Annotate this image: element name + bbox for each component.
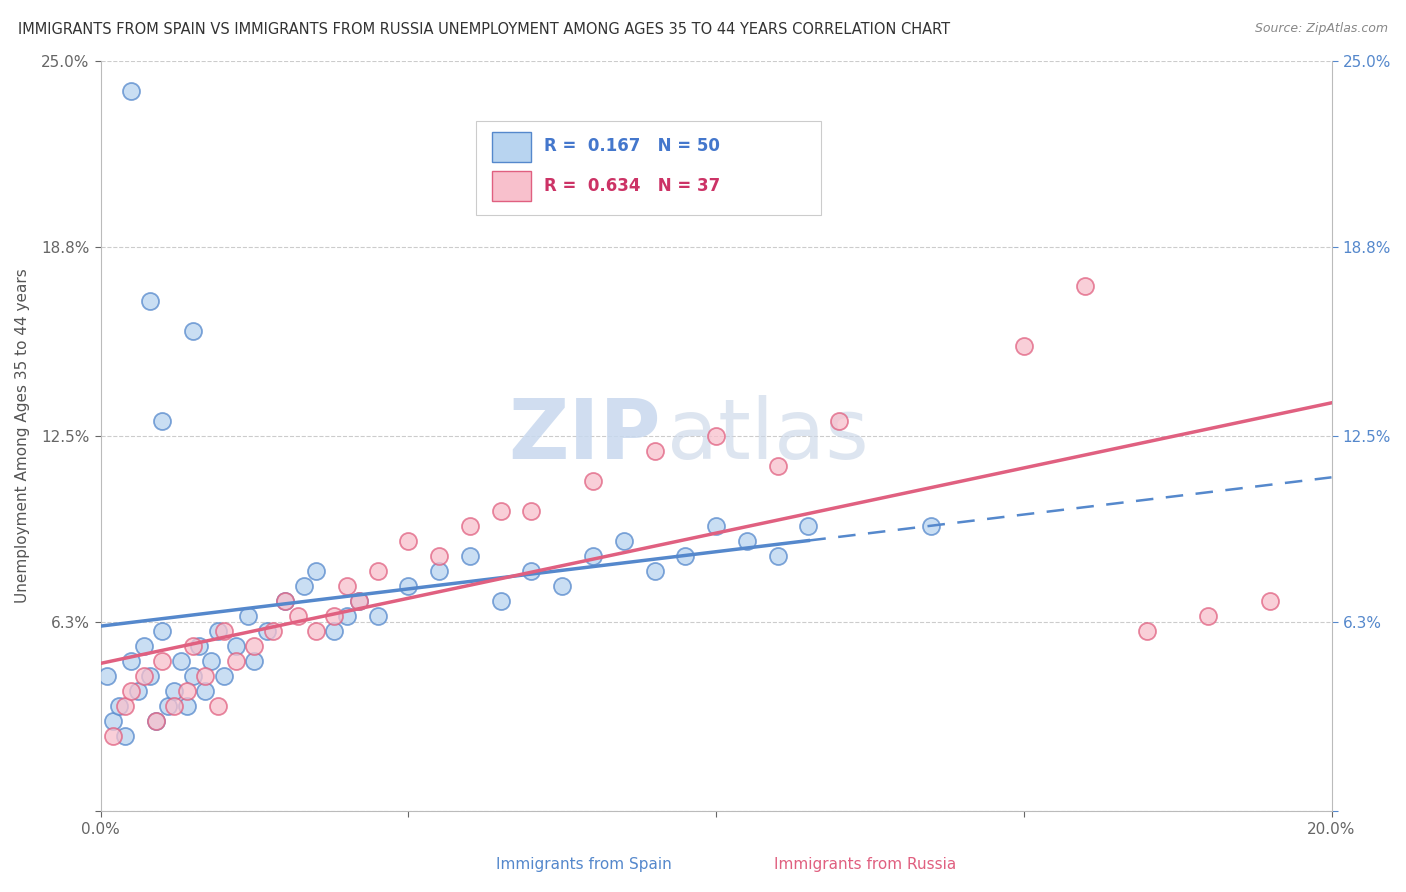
Point — [1258, 594, 1281, 608]
Point — [613, 533, 636, 548]
Point — [114, 698, 136, 713]
Point — [673, 549, 696, 563]
Point — [256, 624, 278, 638]
Point — [766, 458, 789, 473]
Point — [145, 714, 167, 728]
Point — [458, 549, 481, 563]
Point — [101, 714, 124, 728]
Point — [169, 654, 191, 668]
Point — [108, 698, 131, 713]
Point — [163, 683, 186, 698]
Point — [238, 608, 260, 623]
Point — [305, 624, 328, 638]
Point — [396, 579, 419, 593]
Point — [274, 594, 297, 608]
Point — [200, 654, 222, 668]
Point — [644, 564, 666, 578]
Point — [150, 414, 173, 428]
Text: Immigrants from Spain: Immigrants from Spain — [496, 857, 672, 872]
Point — [704, 429, 727, 443]
Point — [644, 444, 666, 458]
Point — [287, 608, 309, 623]
Point — [520, 504, 543, 518]
Point — [828, 414, 851, 428]
Point — [427, 549, 450, 563]
Point — [120, 654, 142, 668]
Point — [132, 669, 155, 683]
Point — [207, 698, 229, 713]
Point — [1197, 608, 1219, 623]
Text: R =  0.167   N = 50: R = 0.167 N = 50 — [544, 136, 720, 155]
Text: atlas: atlas — [666, 395, 869, 476]
Point — [292, 579, 315, 593]
Point — [145, 714, 167, 728]
Point — [225, 654, 247, 668]
Point — [582, 474, 605, 488]
Point — [132, 639, 155, 653]
Point — [181, 669, 204, 683]
Point — [101, 729, 124, 743]
Point — [336, 579, 359, 593]
Point — [704, 519, 727, 533]
Point — [489, 504, 512, 518]
FancyBboxPatch shape — [477, 121, 821, 215]
Point — [176, 698, 198, 713]
Point — [194, 683, 217, 698]
Point — [163, 698, 186, 713]
Point — [188, 639, 211, 653]
Point — [396, 533, 419, 548]
FancyBboxPatch shape — [492, 171, 531, 202]
Point — [520, 564, 543, 578]
Point — [181, 639, 204, 653]
Point — [96, 669, 118, 683]
Point — [176, 683, 198, 698]
Point — [367, 564, 389, 578]
Point — [367, 608, 389, 623]
Point — [582, 549, 605, 563]
Point — [551, 579, 574, 593]
Point — [225, 639, 247, 653]
Point — [489, 594, 512, 608]
Text: R =  0.634   N = 37: R = 0.634 N = 37 — [544, 178, 720, 195]
Point — [150, 654, 173, 668]
Point — [766, 549, 789, 563]
Point — [212, 624, 235, 638]
Point — [458, 519, 481, 533]
Point — [212, 669, 235, 683]
Point — [127, 683, 149, 698]
Text: Source: ZipAtlas.com: Source: ZipAtlas.com — [1254, 22, 1388, 36]
Point — [157, 698, 180, 713]
Point — [336, 608, 359, 623]
FancyBboxPatch shape — [492, 132, 531, 162]
Point — [262, 624, 284, 638]
Point — [427, 564, 450, 578]
Text: IMMIGRANTS FROM SPAIN VS IMMIGRANTS FROM RUSSIA UNEMPLOYMENT AMONG AGES 35 TO 44: IMMIGRANTS FROM SPAIN VS IMMIGRANTS FROM… — [18, 22, 950, 37]
Point — [181, 324, 204, 338]
Point — [1012, 339, 1035, 353]
Point — [120, 84, 142, 98]
Point — [1136, 624, 1159, 638]
Point — [114, 729, 136, 743]
Point — [207, 624, 229, 638]
Point — [243, 639, 266, 653]
Point — [323, 608, 346, 623]
Text: ZIP: ZIP — [508, 395, 661, 476]
Point — [243, 654, 266, 668]
Point — [139, 669, 162, 683]
Point — [305, 564, 328, 578]
Point — [194, 669, 217, 683]
Point — [323, 624, 346, 638]
Text: Immigrants from Russia: Immigrants from Russia — [773, 857, 956, 872]
Point — [797, 519, 820, 533]
Point — [139, 293, 162, 308]
Point — [1074, 279, 1097, 293]
Point — [120, 683, 142, 698]
Point — [920, 519, 942, 533]
Point — [347, 594, 370, 608]
Y-axis label: Unemployment Among Ages 35 to 44 years: Unemployment Among Ages 35 to 44 years — [15, 268, 30, 603]
Point — [347, 594, 370, 608]
Point — [150, 624, 173, 638]
Point — [735, 533, 758, 548]
Point — [274, 594, 297, 608]
